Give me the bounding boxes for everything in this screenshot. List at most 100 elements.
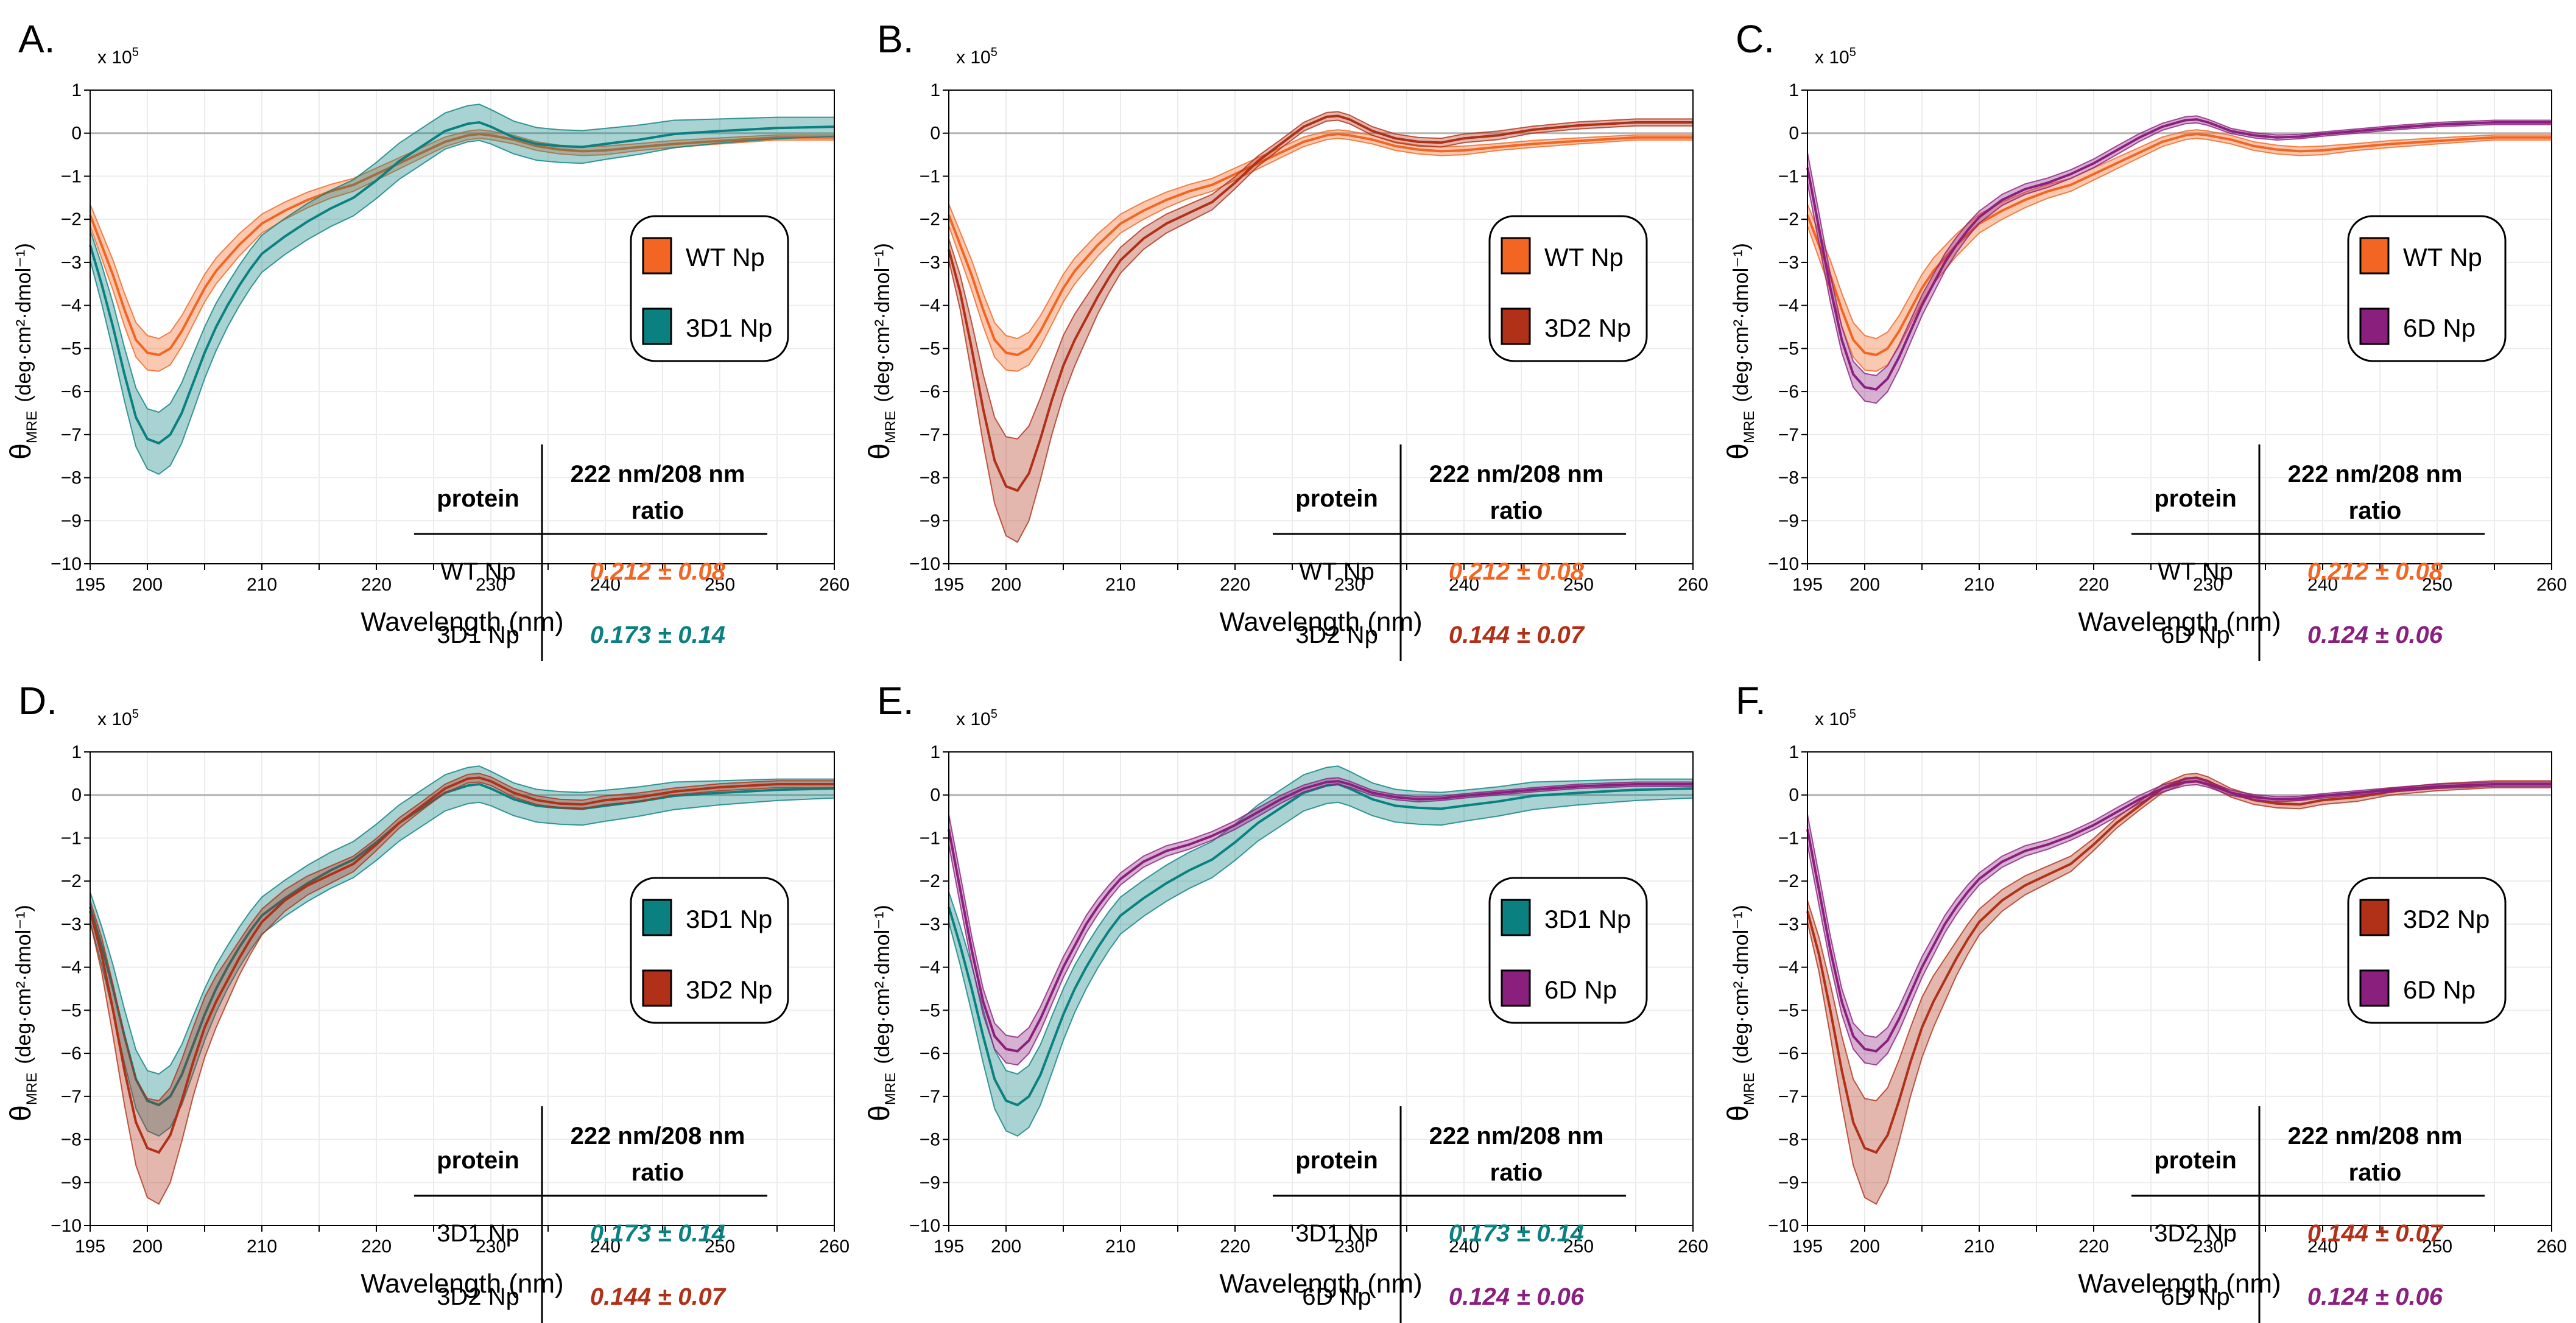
x-tick-label: 260	[1678, 1237, 1708, 1257]
y-tick-label: −5	[1778, 339, 1799, 359]
y-tick-label: −7	[920, 1087, 940, 1107]
table-header-protein: protein	[437, 1147, 519, 1174]
x-tick-label: 200	[1849, 575, 1880, 595]
y-tick-label: −10	[1768, 554, 1799, 574]
x-tick-label: 260	[819, 575, 850, 595]
x-tick-label: 195	[75, 1237, 105, 1257]
y-tick-label: −8	[920, 468, 940, 488]
y-axis-label: θMRE (deg·cm²·dmol⁻¹)	[5, 243, 40, 460]
y-label-theta: θ	[1722, 443, 1754, 460]
y-tick-label: −7	[1778, 1087, 1799, 1107]
legend-swatch	[1501, 899, 1531, 936]
y-tick-label: −1	[1778, 828, 1799, 848]
y-tick-label: 0	[71, 124, 82, 144]
y-tick-label: −4	[1778, 958, 1799, 978]
x-tick-label: 260	[2536, 575, 2567, 595]
table-header-ratio: 222 nm/208 nm	[1429, 1123, 1604, 1149]
multiplier-exponent: 5	[132, 707, 139, 721]
table-protein-cell: 6D Np	[1302, 1283, 1371, 1310]
x-tick-label: 200	[132, 575, 163, 595]
y-tick-label: −4	[1778, 296, 1799, 316]
legend-label: 6D Np	[2403, 975, 2476, 1004]
multiplier-exponent: 5	[1849, 46, 1856, 59]
x-tick-label: 220	[2078, 575, 2109, 595]
y-tick-label: 1	[930, 80, 940, 100]
y-tick-label: −2	[1778, 209, 1799, 230]
y-tick-label: 0	[930, 124, 940, 144]
x-tick-label: 250	[1563, 575, 1594, 595]
y-label-subscript: MRE	[24, 411, 40, 443]
y-tick-label: −6	[1778, 382, 1799, 402]
y-tick-label: −9	[920, 511, 940, 531]
plot-frame	[90, 89, 835, 564]
x-tick-label: 200	[991, 1237, 1021, 1257]
y-tick-label: 1	[1789, 742, 1799, 762]
x-tick-label: 210	[247, 1237, 277, 1257]
y-tick-label: −3	[920, 914, 940, 935]
y-tick-label: −2	[920, 871, 940, 891]
x-axis-label: Wavelength (nm)	[2078, 607, 2281, 637]
x-tick-label: 240	[1449, 1237, 1479, 1257]
x-tick-label: 230	[1334, 1237, 1365, 1257]
panel-c: C. x 105 1 0 −1 −2 −3 −4 −5 −6 −7 −8 −9 −10 195 200 210 2…	[1717, 0, 2576, 661]
legend-swatch	[642, 899, 672, 936]
y-label-theta: θ	[1722, 1105, 1754, 1121]
x-tick-label: 195	[934, 575, 964, 595]
table-header-ratio-line2: ratio	[2349, 1159, 2402, 1186]
y-tick-label: −5	[1778, 1000, 1799, 1020]
y-tick-label: −4	[61, 958, 82, 978]
y-tick-label: −6	[920, 382, 940, 402]
legend-swatch	[1501, 969, 1531, 1007]
y-tick-label: −3	[920, 253, 940, 273]
y-tick-label: −7	[61, 1087, 82, 1107]
table-header-ratio: 222 nm/208 nm	[2288, 1123, 2463, 1149]
x-tick-label: 250	[705, 575, 735, 595]
plot-frame	[90, 751, 835, 1226]
x-tick-label: 210	[1964, 1237, 1994, 1257]
x-tick-label: 250	[1563, 1237, 1594, 1257]
legend-swatch	[642, 969, 672, 1007]
table-header-protein: protein	[1295, 485, 1378, 512]
legend-swatch	[2359, 899, 2390, 936]
y-tick-label: −1	[61, 166, 82, 186]
table-header-ratio-line2: ratio	[1490, 497, 1543, 524]
legend-label: 3D2 Np	[1544, 314, 1631, 342]
y-tick-label: −5	[61, 1000, 82, 1020]
y-tick-label: −5	[920, 1000, 940, 1020]
axis-multiplier: x 105	[956, 46, 998, 68]
panel-label: E.	[877, 679, 913, 723]
table-header-protein: protein	[2154, 485, 2237, 512]
x-tick-label: 220	[361, 1237, 392, 1257]
x-tick-label: 250	[2422, 1237, 2452, 1257]
panel-b: B. x 105 1 0 −1 −2 −3 −4 −5 −6 −7 −8 −9 −10 195 200 210 2…	[859, 0, 1717, 661]
y-label-theta: θ	[864, 1105, 896, 1121]
y-tick-label: −1	[61, 828, 82, 848]
x-tick-label: 195	[1792, 1237, 1823, 1257]
table-ratio-cell: 0.212 ± 0.08	[2307, 558, 2443, 585]
multiplier-base: x 10	[97, 47, 132, 68]
y-tick-label: −3	[1778, 914, 1799, 935]
y-label-subscript: MRE	[882, 411, 899, 443]
y-tick-label: 1	[1789, 80, 1799, 100]
multiplier-base: x 10	[956, 47, 991, 68]
y-tick-label: −8	[1778, 468, 1799, 488]
legend-swatch	[642, 307, 672, 345]
y-label-units: (deg·cm²·dmol⁻¹)	[871, 243, 894, 402]
multiplier-exponent: 5	[991, 46, 998, 59]
plot-frame	[948, 89, 1694, 564]
mean-line-3d2-np	[89, 776, 834, 1154]
table-ratio-cell: 0.212 ± 0.08	[590, 558, 726, 585]
y-tick-label: −8	[61, 1130, 82, 1150]
axis-multiplier: x 105	[956, 707, 998, 729]
legend-swatch	[1501, 307, 1531, 345]
legend-label: 6D Np	[1544, 975, 1617, 1004]
mean-line-6d-np	[1806, 780, 2552, 1053]
y-tick-label: −3	[61, 914, 82, 935]
x-tick-label: 230	[2193, 1237, 2223, 1257]
y-tick-label: −6	[61, 382, 82, 402]
y-tick-label: −7	[920, 425, 940, 445]
x-tick-label: 240	[1449, 575, 1479, 595]
